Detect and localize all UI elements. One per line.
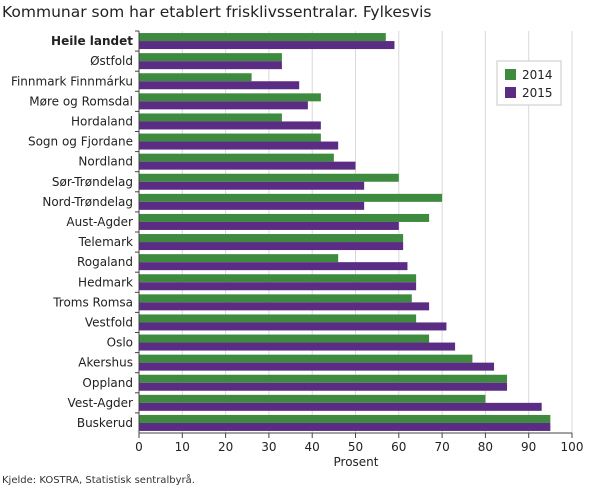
bar-2014-18 (139, 394, 486, 403)
bar-2015-12 (139, 282, 417, 291)
bar-2014-8 (139, 193, 443, 202)
x-tick-label: 90 (521, 440, 536, 454)
x-axis-label: Prosent (334, 455, 379, 469)
bar-2015-13 (139, 302, 430, 311)
bar-2014-4 (139, 113, 282, 122)
x-tick-label: 60 (391, 440, 406, 454)
bar-2014-9 (139, 213, 430, 222)
category-label: Troms Romsa (52, 295, 133, 309)
bar-2015-19 (139, 422, 551, 431)
bar-2014-13 (139, 294, 412, 303)
bar-2014-2 (139, 73, 252, 82)
bar-2014-3 (139, 93, 321, 102)
category-label: Akershus (78, 356, 133, 370)
legend-swatch-2015 (505, 87, 516, 98)
bar-2014-19 (139, 414, 551, 423)
bar-2014-15 (139, 334, 430, 343)
legend-label-2014: 2014 (522, 68, 553, 82)
bar-2015-10 (139, 242, 404, 251)
category-label: Hedmark (78, 275, 133, 289)
bar-2014-14 (139, 314, 417, 323)
x-tick-label: 100 (561, 440, 584, 454)
category-label: Telemark (78, 235, 133, 249)
category-labels: Heile landet Østfold Finnmark Finnmárku Mør… (11, 30, 139, 430)
bar-2014-12 (139, 274, 417, 283)
bar-2015-18 (139, 402, 542, 411)
category-label: Møre og Romsdal (29, 94, 133, 108)
bar-2015-1 (139, 61, 282, 70)
x-tick-label: 20 (218, 440, 233, 454)
category-label: Vest-Agder (68, 396, 134, 410)
bar-2015-9 (139, 221, 399, 230)
source-note: Kjelde: KOSTRA, Statistisk sentralbyrå. (2, 473, 195, 486)
bar-2014-6 (139, 153, 334, 162)
x-tick-label: 30 (261, 440, 276, 454)
category-label: Oppland (82, 376, 133, 390)
x-tick-label: 50 (348, 440, 363, 454)
category-label: Buskerud (77, 416, 133, 430)
x-tick-label: 40 (305, 440, 320, 454)
x-tick-label: 10 (175, 440, 190, 454)
category-label: Sogn og Fjordane (28, 135, 133, 149)
category-label: Heile landet (51, 34, 133, 48)
category-label: Nord-Trøndelag (42, 195, 133, 209)
x-tick-label: 70 (434, 440, 449, 454)
category-label: Rogaland (77, 255, 133, 269)
bar-2014-16 (139, 354, 473, 363)
chart-title: Kommunar som har etablert frisklivssentr… (2, 3, 432, 21)
bar-2015-17 (139, 382, 508, 391)
legend: 2014 2015 (496, 60, 562, 106)
x-tick-label: 0 (135, 440, 143, 454)
bar-2015-5 (139, 141, 339, 150)
x-tick-label: 80 (478, 440, 493, 454)
legend-swatch-2014 (505, 69, 516, 80)
category-label: Finnmark Finnmárku (11, 74, 133, 88)
bar-2015-16 (139, 362, 495, 371)
bar-2015-14 (139, 322, 447, 331)
bar-2015-4 (139, 121, 321, 130)
bar-2014-17 (139, 374, 508, 383)
category-label: Sør-Trøndelag (52, 175, 133, 189)
category-label: Hordaland (71, 114, 133, 128)
bar-2014-0 (139, 33, 386, 42)
bar-2015-11 (139, 262, 408, 271)
bar-2014-5 (139, 133, 321, 142)
x-axis: 0 10 20 30 40 50 60 70 80 90 100 (135, 31, 583, 454)
category-label: Østfold (90, 54, 133, 68)
bar-2015-0 (139, 41, 395, 50)
bar-2014-7 (139, 173, 399, 182)
bar-2014-11 (139, 254, 339, 263)
bar-2014-1 (139, 53, 282, 62)
bars (139, 33, 551, 431)
bar-2015-7 (139, 181, 365, 190)
category-label: Aust-Agder (66, 215, 133, 229)
bar-2015-6 (139, 161, 356, 170)
bar-2015-2 (139, 81, 300, 90)
bar-2015-8 (139, 201, 365, 210)
bar-2015-3 (139, 101, 308, 110)
bar-2014-10 (139, 234, 404, 243)
category-label: Oslo (107, 336, 133, 350)
bar-2015-15 (139, 342, 456, 351)
category-label: Vestfold (85, 315, 133, 329)
category-label: Nordland (78, 155, 133, 169)
legend-label-2015: 2015 (522, 86, 553, 100)
